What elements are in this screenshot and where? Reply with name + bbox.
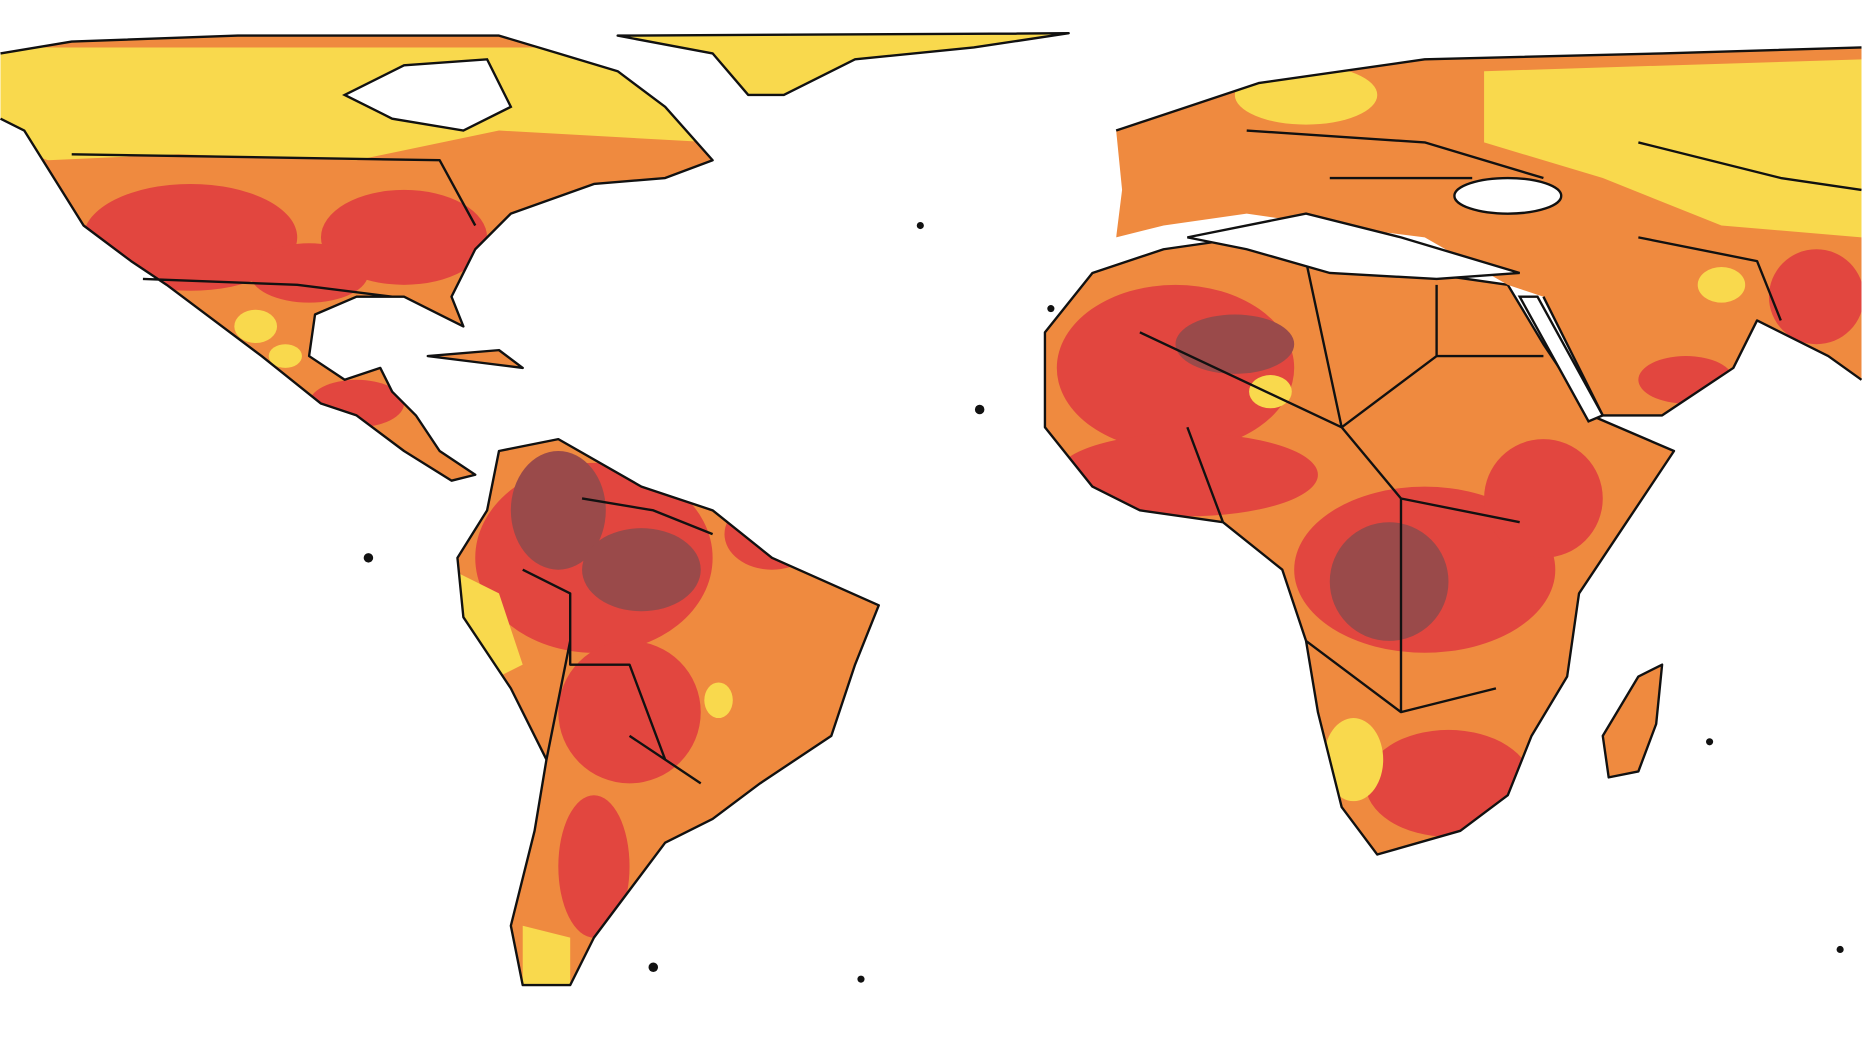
- border: [1115, 46, 1862, 417]
- border: [456, 437, 880, 987]
- yellow-zone: [704, 682, 733, 719]
- yellow-zone: [1234, 65, 1378, 125]
- island: [648, 962, 659, 973]
- border: [1043, 236, 1676, 856]
- island: [974, 404, 985, 415]
- dark-zone: [1175, 314, 1295, 374]
- yellow-zone: [457, 569, 523, 677]
- cuba: [426, 348, 524, 370]
- yellow-zone: [268, 344, 302, 368]
- mediterranean: [1187, 212, 1521, 281]
- red-zone: [1365, 729, 1532, 837]
- islands: [363, 221, 1844, 983]
- red-zone: [558, 795, 630, 938]
- border: [0, 34, 714, 482]
- red-zone: [1484, 439, 1603, 558]
- yellow-zone: [1697, 267, 1746, 303]
- yellow-zone: [1249, 375, 1292, 409]
- red-zone: [558, 640, 701, 784]
- red-zone: [249, 243, 369, 303]
- yellow-zone: [234, 309, 278, 344]
- black-sea: [1453, 176, 1563, 215]
- red-zone: [1056, 433, 1318, 517]
- hudson-bay: [342, 58, 513, 132]
- yellow-zone: [1323, 718, 1384, 802]
- dark-zone: [582, 528, 701, 612]
- dark-zone: [510, 451, 606, 570]
- island: [857, 975, 865, 983]
- island: [363, 553, 374, 563]
- yellow-zone: [0, 47, 713, 161]
- red-zone: [1638, 356, 1734, 404]
- south-america: [457, 439, 879, 986]
- madagascar: [1601, 663, 1664, 779]
- red-zone: [1768, 249, 1862, 345]
- yellow-zone: [1484, 59, 1862, 238]
- island: [916, 221, 924, 230]
- dark-zone: [1329, 522, 1449, 641]
- greenland: [616, 32, 1070, 97]
- island: [1706, 738, 1714, 746]
- yellow-zone: [522, 925, 571, 986]
- island: [1047, 305, 1055, 313]
- island: [1836, 945, 1844, 954]
